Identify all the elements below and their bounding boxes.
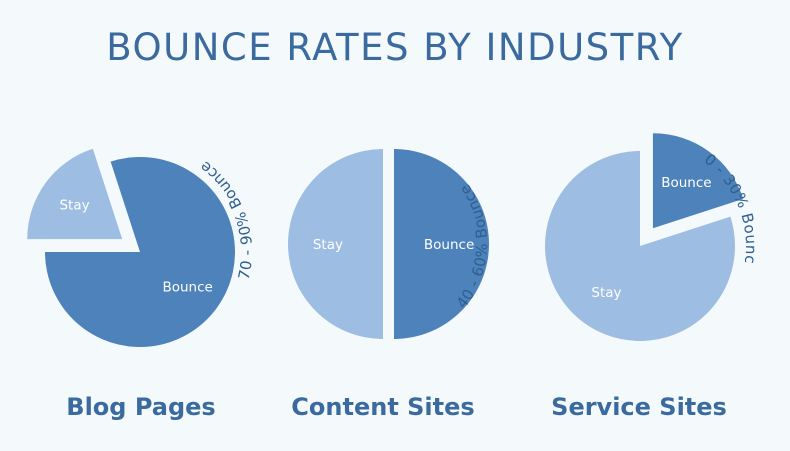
pie-slice-stay [27,148,123,240]
page-title: BOUNCE RATES BY INDUSTRY [106,26,684,69]
pie-slice-bounce [652,133,744,229]
pie-slice-bounce [394,149,489,339]
slice-label-stay: Stay [59,197,89,213]
pie-slice-stay [288,149,383,339]
pie-slice-bounce [45,157,235,348]
slice-label-bounce: Bounce [162,280,212,296]
slice-label-stay: Stay [591,285,621,301]
chart-caption-content-sites: Content Sites [291,393,475,421]
slice-label-bounce: Bounce [424,237,474,253]
chart-caption-service-sites: Service Sites [551,393,727,421]
slice-label-bounce: Bounce [661,175,711,191]
chart-caption-blog-pages: Blog Pages [66,393,216,421]
pie-slice-stay [544,151,735,341]
slice-label-stay: Stay [313,237,343,253]
